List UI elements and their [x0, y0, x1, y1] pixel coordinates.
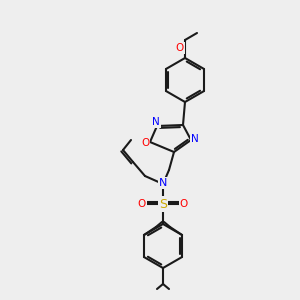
Text: N: N [159, 178, 167, 188]
Text: S: S [159, 197, 167, 211]
Text: N: N [152, 117, 160, 127]
Text: O: O [141, 138, 149, 148]
Text: N: N [191, 134, 199, 144]
Text: O: O [180, 199, 188, 209]
Text: O: O [176, 43, 184, 53]
Text: O: O [138, 199, 146, 209]
